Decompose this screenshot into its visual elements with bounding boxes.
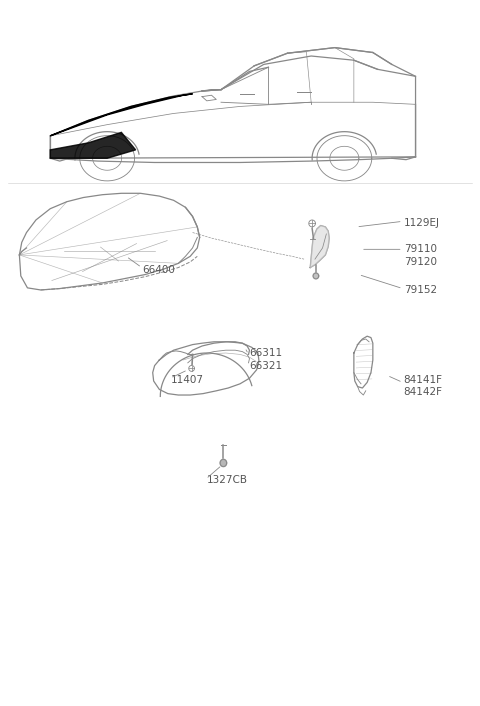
Polygon shape	[220, 460, 227, 467]
Polygon shape	[50, 132, 136, 158]
Text: 84141F: 84141F	[404, 375, 443, 385]
Text: 66321: 66321	[250, 361, 283, 371]
Text: 11407: 11407	[171, 375, 204, 385]
Text: 79152: 79152	[404, 285, 437, 295]
Text: 1327CB: 1327CB	[207, 475, 248, 486]
Text: 66311: 66311	[250, 348, 283, 358]
Text: 1129EJ: 1129EJ	[404, 217, 440, 228]
Polygon shape	[313, 273, 319, 279]
Text: 66400: 66400	[143, 265, 176, 275]
Text: 79110: 79110	[404, 244, 437, 254]
Polygon shape	[50, 94, 192, 136]
Text: 84142F: 84142F	[404, 387, 443, 397]
Polygon shape	[310, 225, 329, 268]
Text: 79120: 79120	[404, 257, 437, 267]
